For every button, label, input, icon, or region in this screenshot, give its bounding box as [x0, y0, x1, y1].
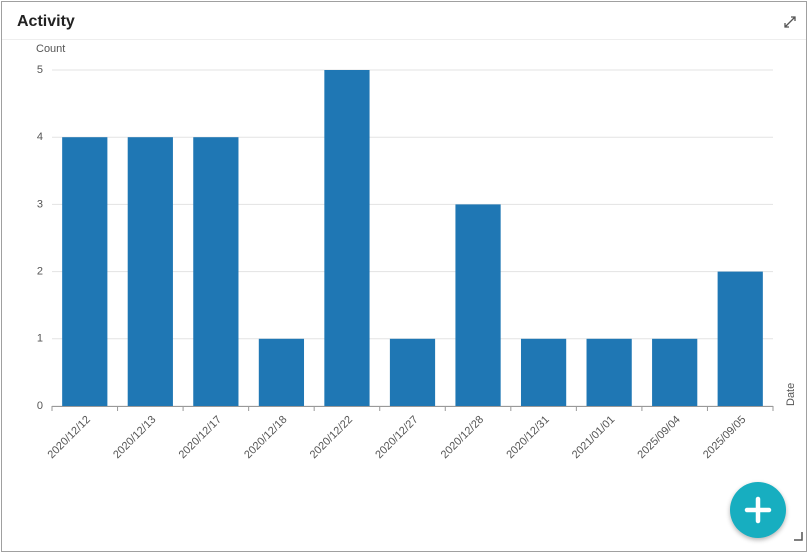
x-tick-label: 2020/12/12: [46, 414, 93, 461]
y-tick-label: 1: [37, 333, 43, 345]
x-tick-label: 2020/12/31: [504, 414, 551, 461]
x-tick-label: 2025/09/04: [635, 414, 682, 461]
bar: [258, 338, 305, 406]
x-tick-label: 2020/12/22: [308, 414, 355, 461]
bar: [586, 338, 632, 406]
y-tick-label: 3: [37, 198, 43, 210]
y-tick-label: 4: [37, 131, 43, 143]
bar: [652, 338, 698, 406]
bar: [193, 137, 239, 406]
x-tick-label: 2020/12/13: [111, 414, 158, 461]
x-tick-label: 2020/12/17: [177, 414, 224, 461]
y-tick-label: 2: [37, 266, 43, 278]
x-tick-label: 2020/12/18: [242, 414, 289, 461]
bar: [389, 338, 436, 406]
bar: [62, 137, 108, 406]
bar: [520, 338, 567, 406]
y-tick-label: 5: [37, 64, 43, 76]
card-header: Activity: [2, 2, 806, 40]
x-tick-label: 2021/01/01: [570, 414, 617, 461]
y-tick-label: 0: [37, 400, 43, 412]
add-button[interactable]: [730, 482, 786, 538]
chart-title: Activity: [17, 13, 75, 30]
expand-icon[interactable]: [782, 14, 798, 30]
y-axis-label: Count: [36, 43, 65, 55]
bar: [127, 137, 173, 406]
x-tick-label: 2020/12/27: [373, 414, 420, 461]
x-tick-label: 2025/09/05: [701, 414, 748, 461]
bar: [455, 204, 501, 406]
bar: [717, 271, 763, 406]
x-tick-label: 2020/12/28: [439, 414, 486, 461]
bar: [324, 70, 370, 406]
x-axis-label: Date: [785, 383, 797, 406]
